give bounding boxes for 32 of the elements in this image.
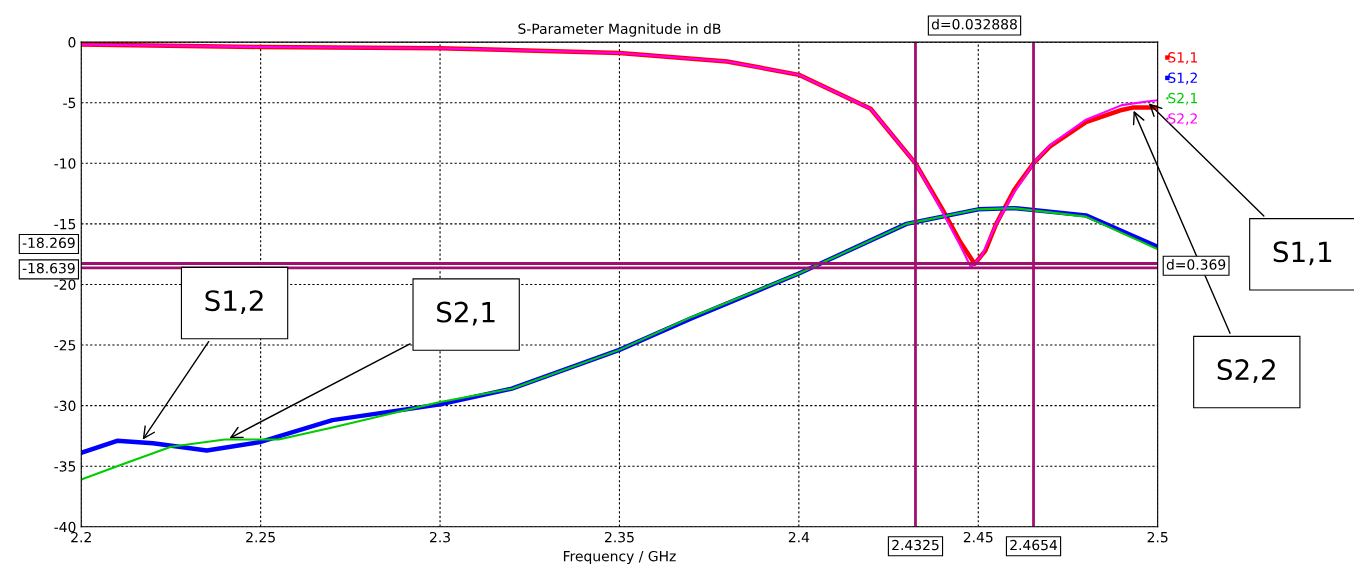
- x-axis-title: Frequency / GHz: [563, 550, 676, 565]
- y-tick-label: -40: [54, 521, 76, 533]
- annotation: S1,2: [205, 290, 263, 314]
- x-tick-label: 2.45: [963, 531, 993, 543]
- y-tick-label: -30: [54, 400, 76, 412]
- annotation: S2,1: [437, 301, 495, 326]
- annotation: S1,1: [1273, 241, 1332, 266]
- legend-label: S1,2: [1168, 72, 1197, 85]
- ref-line-label: 2.4654: [1010, 539, 1058, 551]
- x-tick-label: 2.35: [605, 531, 634, 543]
- x-tick-label: 2.2: [71, 531, 91, 543]
- y-tick-label: -5: [63, 97, 76, 109]
- chart-title: S-Parameter Magnitude in dB: [518, 23, 721, 37]
- ref-line-label: -18.269: [22, 237, 75, 249]
- y-tick-label: -25: [54, 340, 76, 351]
- annotation: S2,2: [1217, 359, 1275, 383]
- y-tick-label: 0: [68, 37, 76, 48]
- legend-label: S2,2: [1168, 113, 1197, 126]
- y-tick-label: -20: [54, 279, 76, 290]
- y-tick-label: -15: [54, 219, 76, 230]
- y-tick-label: -10: [54, 158, 76, 169]
- x-tick-label: 2.25: [246, 531, 275, 543]
- legend-label: S1,1: [1168, 52, 1198, 65]
- x-tick-label: 2.5: [1147, 531, 1168, 543]
- legend-label: S2,1: [1168, 92, 1198, 105]
- ref-line-label: 2.4325: [892, 539, 939, 551]
- text: d=0.032888: [931, 18, 1017, 30]
- x-tick-label: 2.4: [788, 531, 810, 543]
- ref-line-label: -18.639: [22, 262, 75, 274]
- y-tick-label: -35: [54, 461, 76, 472]
- x-tick-label: 2.3: [430, 531, 450, 543]
- text: d=0.369: [1166, 259, 1226, 270]
